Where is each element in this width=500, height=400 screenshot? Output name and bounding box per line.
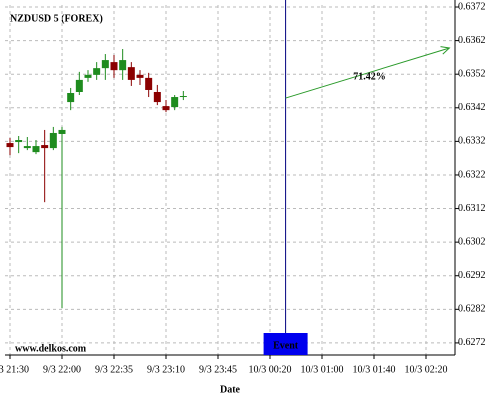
x-tick-label: 9/3 21:30 <box>0 364 29 375</box>
candle-body <box>101 60 109 69</box>
x-tick-label: 10/3 01:40 <box>352 364 395 375</box>
candle-body <box>23 146 31 149</box>
y-tick-label: 0.6282 <box>458 304 486 315</box>
x-tick-label: 9/3 22:00 <box>43 364 81 375</box>
y-tick-label: 0.6352 <box>458 68 486 79</box>
x-tick-label: 10/3 02:20 <box>404 364 447 375</box>
arrow-head <box>440 46 451 55</box>
x-tick-label: 9/3 23:10 <box>147 364 185 375</box>
candle-body <box>110 62 118 71</box>
candle-body <box>171 97 179 108</box>
event-label: Event <box>273 340 299 351</box>
y-tick-label: 0.6302 <box>458 236 486 247</box>
candle-body <box>32 146 40 153</box>
y-tick-label: 0.6342 <box>458 102 486 113</box>
y-tick-label: 0.6292 <box>458 270 486 281</box>
x-axis-title: Date <box>220 384 241 395</box>
annotation-label: 71.42% <box>353 71 386 82</box>
chart-title: NZDUSD 5 (FOREX) <box>10 13 103 24</box>
candle-body <box>93 68 101 75</box>
candle-body <box>145 77 153 90</box>
x-tick-label: 9/3 22:35 <box>95 364 133 375</box>
candle-body <box>179 96 187 98</box>
y-tick-label: 0.6332 <box>458 136 486 147</box>
candle-body <box>119 60 127 71</box>
candle-body <box>6 143 14 148</box>
candle-body <box>127 67 135 80</box>
candle-body <box>136 74 144 78</box>
candle-body <box>41 145 49 149</box>
candle-body <box>84 74 92 78</box>
y-tick-label: 0.6322 <box>458 169 486 180</box>
candle-body <box>58 129 66 134</box>
annotation-arrow <box>285 47 450 99</box>
y-tick-label: 0.6372 <box>458 1 486 12</box>
candle-body <box>49 132 57 149</box>
x-tick-label: 10/3 01:00 <box>300 364 343 375</box>
candle-body <box>162 106 170 111</box>
candle-body <box>67 93 75 103</box>
candle-body <box>153 91 161 103</box>
candle-body <box>15 140 23 143</box>
x-tick-label: 9/3 23:45 <box>199 364 237 375</box>
y-tick-label: 0.6272 <box>458 337 486 348</box>
y-tick-label: 0.6312 <box>458 203 486 214</box>
event-box <box>263 333 308 355</box>
candle-body <box>75 79 83 92</box>
y-tick-label: 0.6362 <box>458 35 486 46</box>
watermark: www.delkos.com <box>15 343 87 354</box>
x-tick-label: 10/3 00:20 <box>248 364 291 375</box>
